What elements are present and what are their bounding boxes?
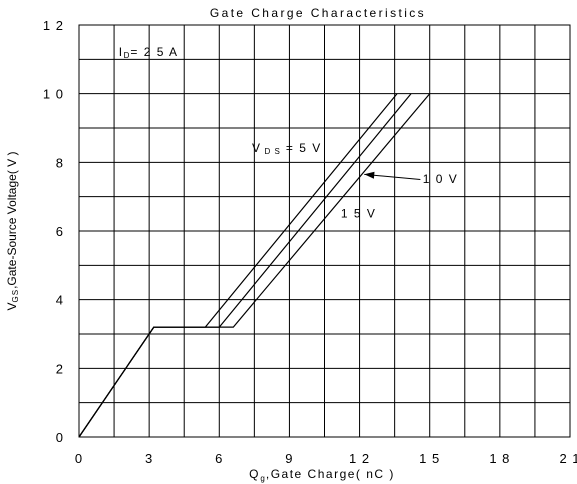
y-tick-label: 1 2: [43, 18, 64, 33]
y-tick-label: 8: [56, 155, 64, 170]
series-line-3: [78, 93, 431, 438]
chart-title: Gate Charge Characteristics: [210, 6, 426, 20]
vds-15v-annotation: 1 5 V: [341, 206, 377, 220]
plot-frame: [78, 24, 571, 438]
y-tick-label: 6: [56, 224, 64, 239]
x-tick-label: 1 5: [419, 451, 440, 466]
id-annotation-main: I: [119, 45, 124, 59]
x-axis-label-rest: ,Gate Charge( nC ): [266, 467, 395, 481]
id-annotation-sub: D: [124, 51, 131, 60]
arrow-head: [364, 171, 375, 179]
x-tick-label: 0: [75, 451, 83, 466]
x-tick-label: 3: [145, 451, 153, 466]
y-tick-label: 0: [56, 430, 64, 445]
x-tick-label: 1 8: [489, 451, 510, 466]
y-tick-label: 2: [56, 361, 64, 376]
y-tick-label: 4: [56, 293, 64, 308]
vds-10v-annotation: 1 0 V: [423, 172, 459, 186]
y-axis-label-rest: ,Gate-Source Voltage( V ): [5, 152, 19, 289]
id-annotation: ID= 2 5 A: [119, 45, 179, 60]
x-tick-label: 2 1: [559, 451, 577, 466]
y-tick-label: 1 0: [43, 87, 64, 102]
series-lines: [78, 93, 431, 438]
vds-annotation-value: = 5 V: [286, 141, 322, 155]
vds-annotation-sub: D S: [265, 147, 281, 156]
id-annotation-value: = 2 5 A: [130, 45, 178, 59]
x-tick-label: 1 2: [349, 451, 370, 466]
y-axis-label-main: V: [5, 302, 19, 310]
x-axis-label-main: Q: [249, 467, 258, 481]
x-tick-label: 6: [215, 451, 223, 466]
y-axis-label-sub: GS: [11, 289, 20, 303]
x-tick-label: 9: [285, 451, 293, 466]
vds-annotation-main: V: [252, 141, 262, 155]
y-axis-label: VGS,Gate-Source Voltage( V ): [5, 152, 20, 311]
x-axis-label-sub: g: [260, 474, 265, 483]
annotations: ID= 2 5 A V D S = 5 V 1 0 V 1 5 V: [119, 45, 459, 220]
grid: [79, 25, 570, 437]
